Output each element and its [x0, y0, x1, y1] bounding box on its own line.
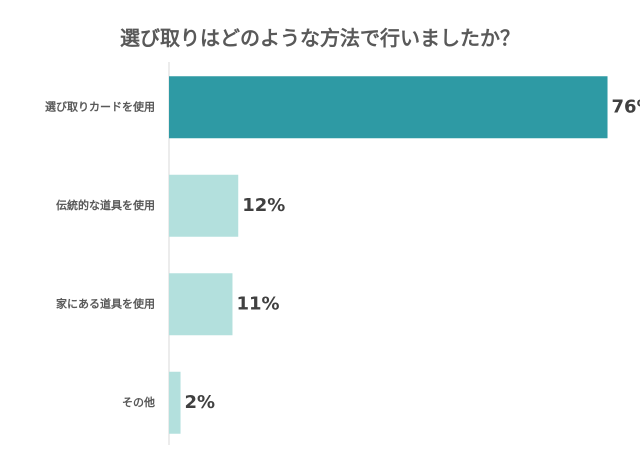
value-label-3: 11% [236, 293, 279, 314]
bar-1 [169, 76, 608, 139]
bar-3 [169, 273, 233, 336]
value-label-group: 76% 12% 11% 2% [185, 96, 640, 413]
value-label-1: 76% [612, 96, 640, 117]
category-label-4: その他 [122, 395, 155, 409]
category-label-1: 選び取りカードを使用 [45, 99, 155, 113]
bar-4 [169, 371, 181, 434]
category-label-3: 家にある道具を使用 [56, 296, 155, 310]
bar-group [169, 76, 608, 434]
category-label-2: 伝統的な道具を使用 [56, 198, 155, 212]
value-label-2: 12% [242, 195, 285, 216]
value-label-4: 2% [185, 392, 216, 413]
bar-2 [169, 174, 239, 237]
chart-title: 選び取りはどのような方法で行いましたか？ [120, 26, 520, 50]
